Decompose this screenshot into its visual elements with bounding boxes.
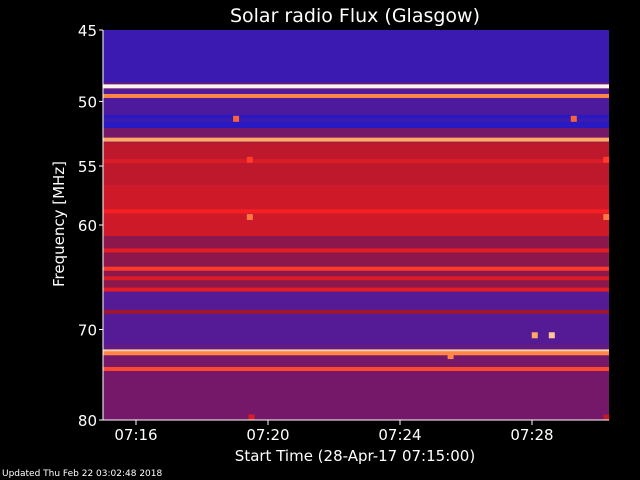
- interference-line: [103, 366, 609, 371]
- frequency-band: [103, 236, 609, 290]
- interference-line: [103, 137, 609, 142]
- interference-line: [103, 287, 609, 292]
- interference-line: [103, 276, 609, 281]
- interference-line: [103, 248, 609, 253]
- x-tick-label: 07:28: [510, 426, 553, 444]
- burst-point: [447, 353, 454, 360]
- burst-point: [603, 156, 610, 163]
- burst-point: [603, 414, 610, 421]
- interference-lines: [103, 84, 609, 371]
- interference-line: [103, 159, 609, 164]
- interference-line: [103, 209, 609, 214]
- y-tick-label: 45: [78, 22, 97, 40]
- burst-point: [233, 115, 240, 122]
- y-tick-label: 50: [78, 93, 97, 111]
- y-axis-title: Frequency [MHz]: [50, 161, 68, 287]
- interference-line: [103, 118, 609, 123]
- x-tick-label: 07:24: [378, 426, 421, 444]
- interference-line: [103, 266, 609, 271]
- burst-point: [248, 414, 255, 421]
- burst-point: [246, 156, 253, 163]
- frequency-band: [103, 353, 609, 420]
- interference-line: [103, 84, 609, 89]
- x-tick-label: 07:16: [114, 426, 157, 444]
- frequency-band: [103, 142, 609, 185]
- burst-point: [570, 115, 577, 122]
- burst-point: [246, 214, 253, 221]
- x-axis-title: Start Time (28-Apr-17 07:15:00): [235, 447, 475, 465]
- update-timestamp: Updated Thu Feb 22 03:02:48 2018: [2, 469, 163, 479]
- radio-bursts: [233, 115, 610, 421]
- y-axis: 45 50 55 60 70 80: [78, 22, 104, 430]
- x-axis: 07:16 07:20 07:24 07:28: [103, 419, 609, 444]
- y-tick-label: 80: [78, 412, 97, 430]
- y-tick-label: 70: [78, 321, 97, 339]
- y-tick-label: 55: [78, 158, 97, 176]
- frequency-band: [103, 289, 609, 344]
- interference-line: [103, 309, 609, 314]
- burst-point: [548, 332, 555, 339]
- x-tick-label: 07:20: [246, 426, 289, 444]
- chart-title: Solar radio Flux (Glasgow): [230, 5, 480, 27]
- interference-line: [103, 93, 609, 98]
- y-tick-label: 60: [78, 217, 97, 235]
- burst-point: [531, 332, 538, 339]
- interference-line: [103, 351, 609, 356]
- frequency-bands: [103, 30, 609, 420]
- frequency-band: [103, 128, 609, 140]
- frequency-band: [103, 30, 609, 83]
- burst-point: [603, 214, 610, 221]
